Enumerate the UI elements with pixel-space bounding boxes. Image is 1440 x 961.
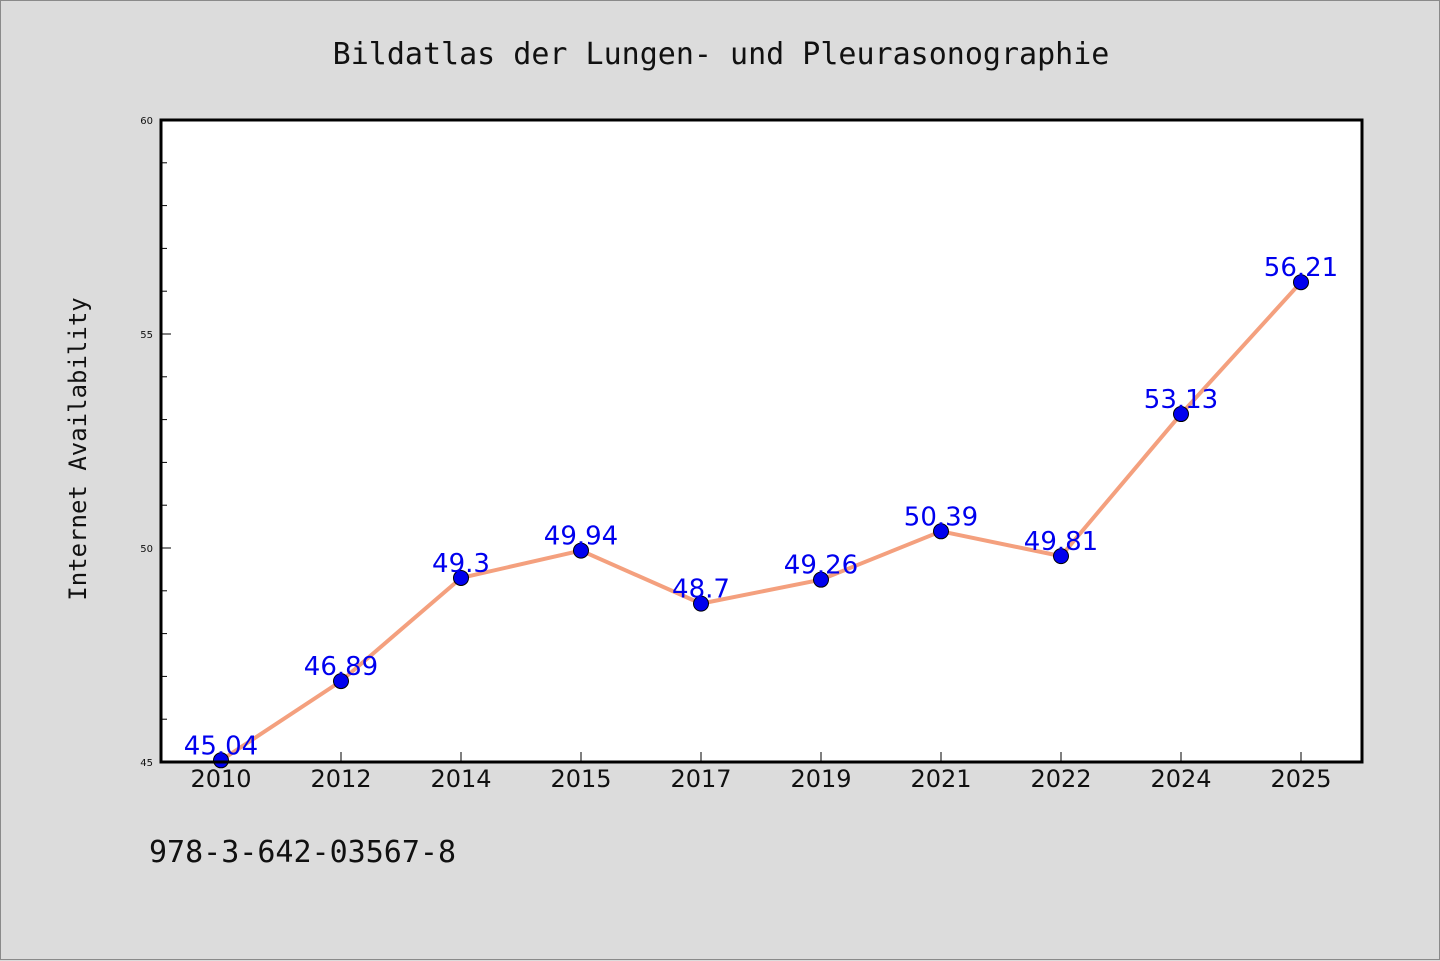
data-label: 49.81	[1024, 527, 1098, 557]
x-tick-label: 2010	[190, 765, 251, 793]
x-tick-label: 2025	[1270, 765, 1331, 793]
x-tick-label: 2017	[670, 765, 731, 793]
x-tick-label: 2021	[910, 765, 971, 793]
x-tick-label: 2019	[790, 765, 851, 793]
series-group: 45.04 46.89 49.3 49.94 48.7 49.26 50.39 49.81 53…	[184, 253, 1338, 769]
data-point	[453, 569, 469, 586]
data-label: 53.13	[1144, 385, 1218, 415]
data-label: 50.39	[904, 502, 978, 532]
data-label: 49.3	[432, 549, 490, 579]
plot-frame	[159, 118, 1364, 764]
x-tick-label: 2012	[310, 765, 371, 793]
data-label: 49.26	[784, 551, 858, 581]
data-point	[1293, 274, 1309, 291]
plot-area	[161, 120, 1362, 762]
data-label: 45.04	[184, 731, 258, 761]
data-point	[213, 752, 229, 769]
y-tick-label: 50	[140, 544, 153, 555]
data-label: 56.21	[1264, 253, 1338, 283]
data-point	[333, 673, 349, 690]
y-tick-label: 55	[140, 330, 153, 341]
x-tick-label: 2015	[550, 765, 611, 793]
data-point	[1173, 406, 1189, 423]
data-label: 48.7	[672, 575, 730, 605]
data-label: 49.94	[544, 522, 618, 552]
data-point	[933, 523, 949, 540]
data-point	[813, 571, 829, 588]
data-point	[693, 595, 709, 612]
y-tick-label: 45	[140, 758, 153, 769]
y-tick-label: 60	[140, 116, 153, 127]
y-axis-label: Internet Availability	[64, 297, 92, 600]
x-tick-label: 2024	[1150, 765, 1211, 793]
x-axis-ticks: 2010 2012 2014 2015 2017 2019 2021 2022 2024 2025	[190, 752, 1332, 793]
chart-title: Bildatlas der Lungen- und Pleurasonograp…	[333, 37, 1110, 72]
isbn-footer: 978-3-642-03567-8	[149, 835, 457, 870]
x-tick-label: 2022	[1030, 765, 1091, 793]
data-label: 46.89	[304, 652, 378, 682]
data-point	[1053, 548, 1069, 565]
data-point	[573, 542, 589, 559]
series-line	[219, 280, 1303, 763]
x-tick-label: 2014	[430, 765, 491, 793]
